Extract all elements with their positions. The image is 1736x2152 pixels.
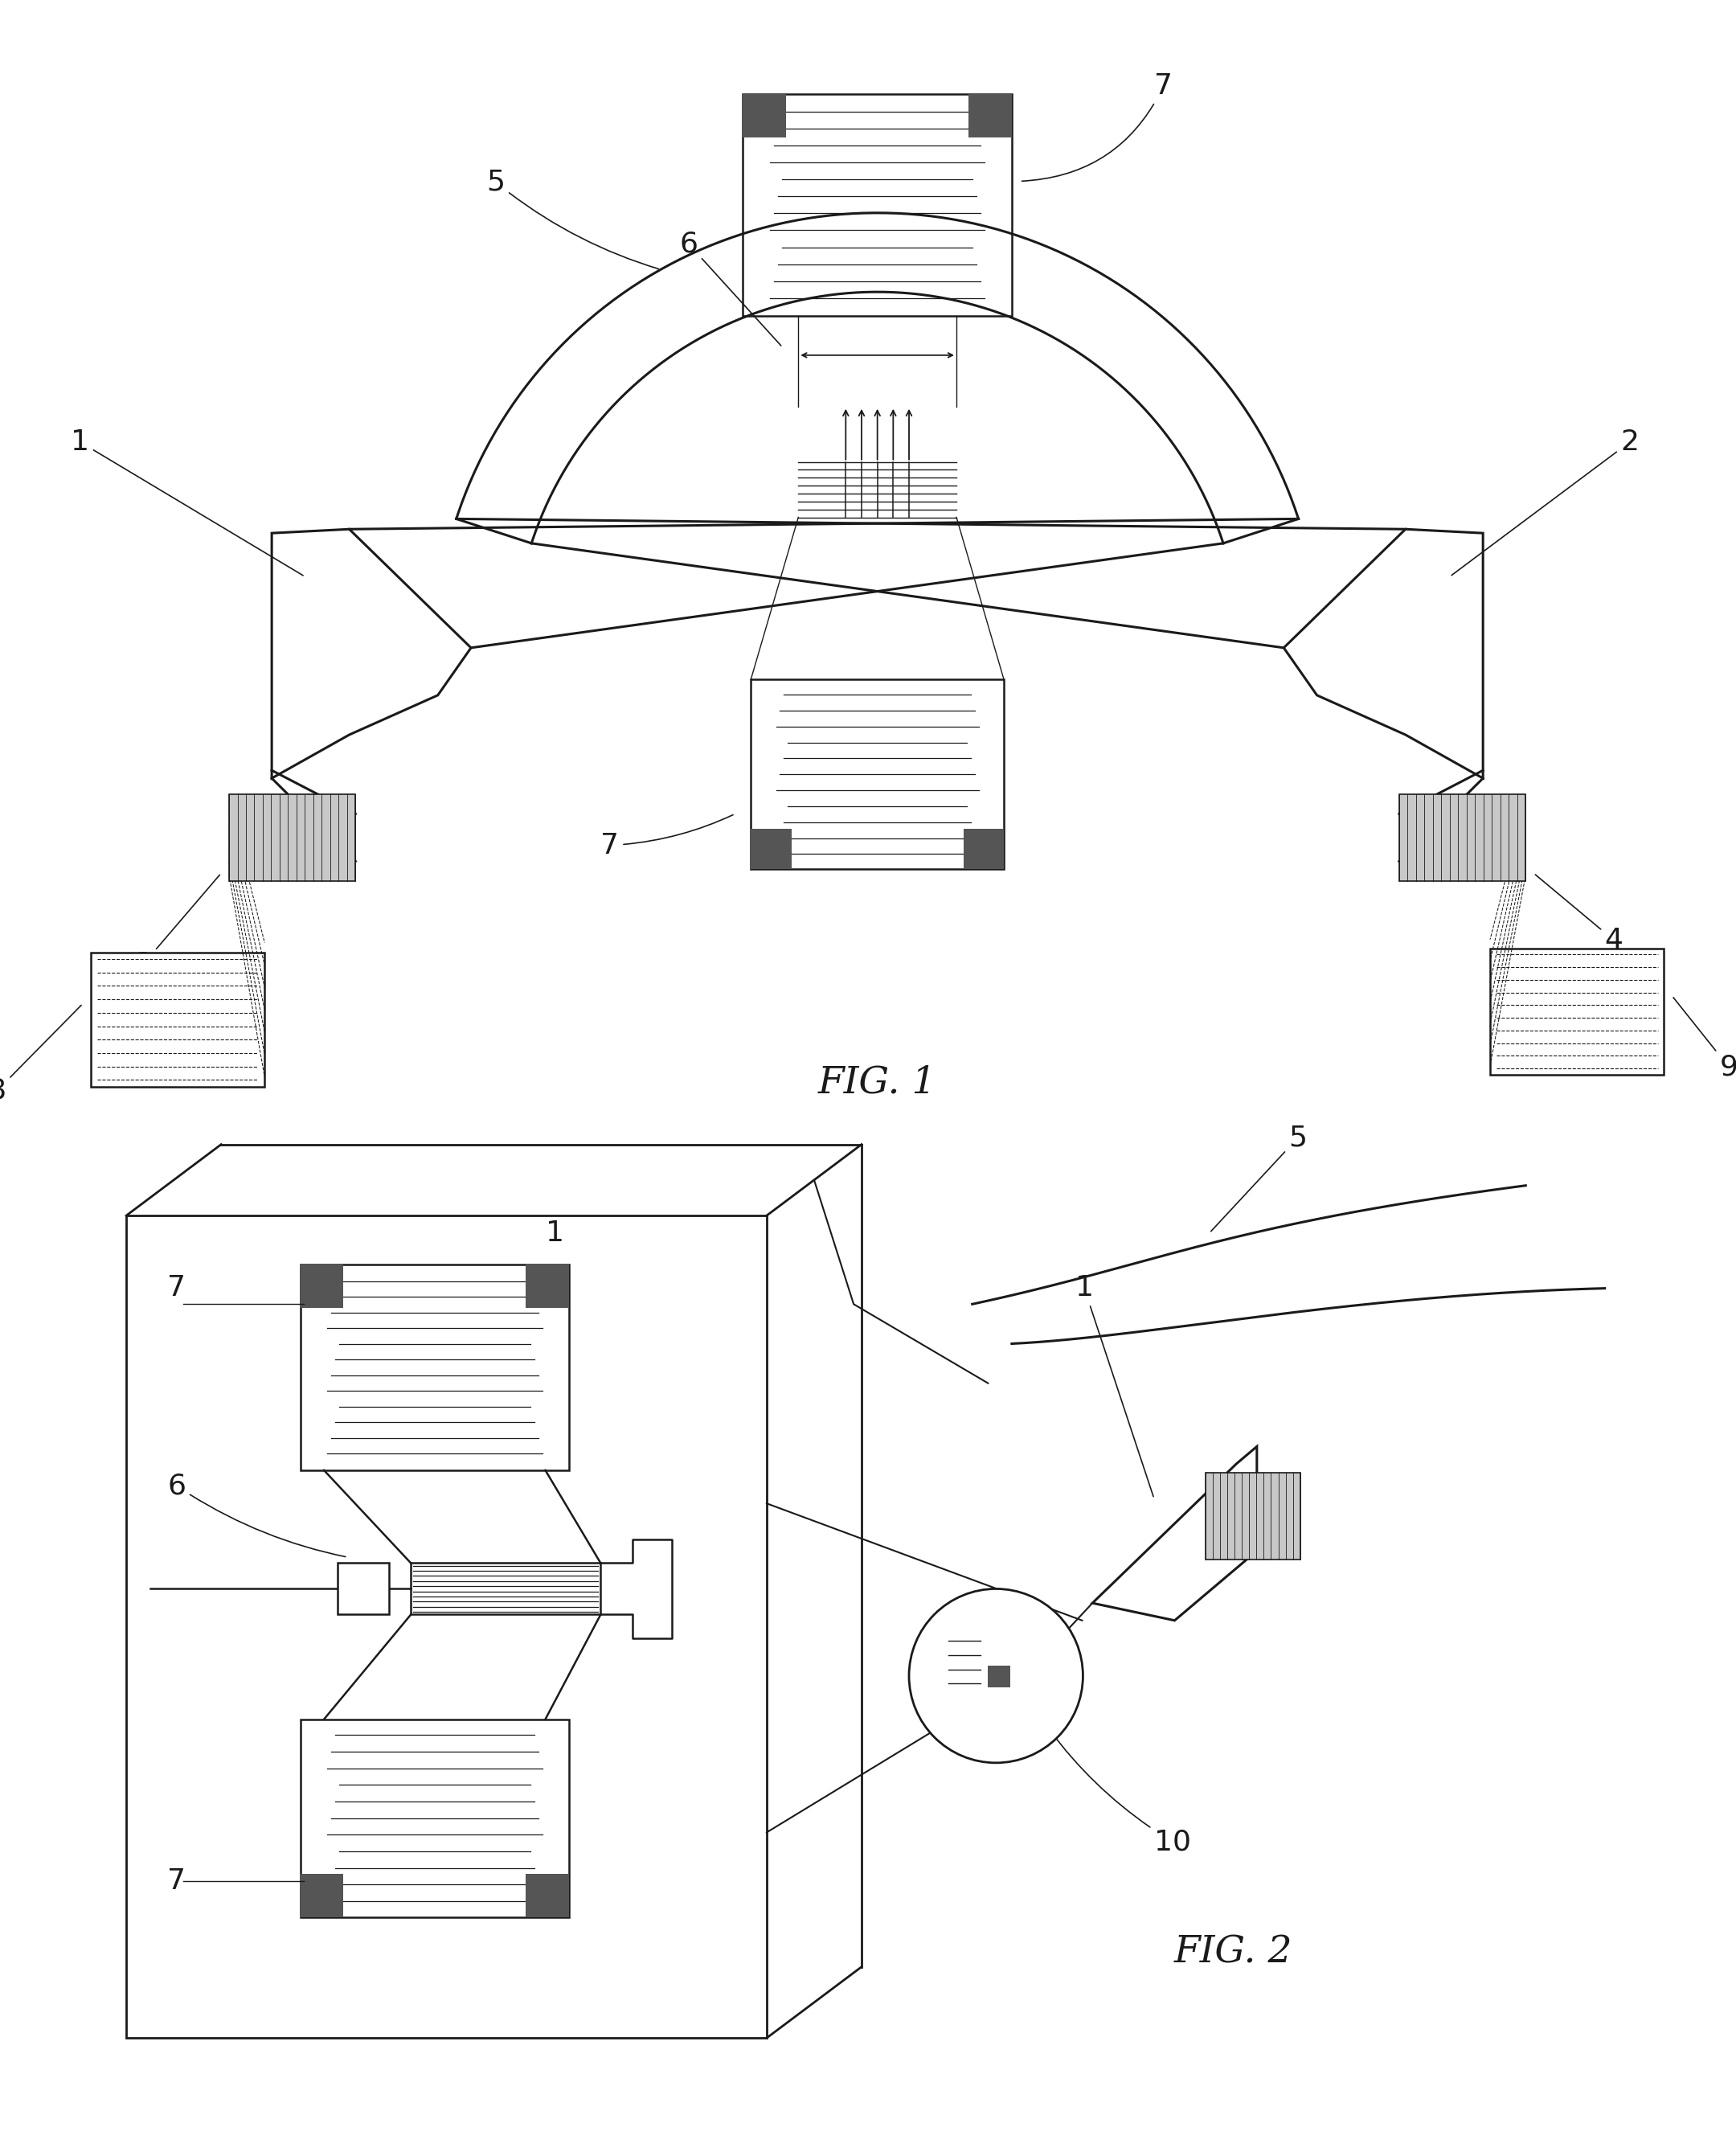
Text: 2: 2 (1451, 428, 1639, 575)
Bar (300, 1265, 569, 1470)
Bar (752, 680, 1003, 869)
Text: 1: 1 (71, 428, 304, 575)
Bar (1489, 949, 1665, 1074)
Bar (339, 1562, 389, 1614)
Bar (90, 951, 264, 1087)
Bar (752, 829, 792, 869)
Polygon shape (1092, 1446, 1257, 1620)
Polygon shape (273, 529, 470, 779)
Text: 7: 7 (601, 816, 733, 859)
Bar (743, 95, 786, 138)
Bar (127, 1216, 767, 2038)
Text: 7: 7 (1023, 73, 1172, 181)
Text: 7: 7 (167, 1274, 186, 1302)
Bar (963, 829, 1003, 869)
Text: 9: 9 (1674, 999, 1736, 1080)
Bar (988, 1666, 1010, 1687)
Text: FIG. 1: FIG. 1 (818, 1065, 937, 1102)
Bar (300, 1265, 344, 1308)
Text: 10: 10 (1050, 1730, 1191, 1855)
Text: 3: 3 (134, 876, 220, 977)
Text: 4: 4 (1535, 874, 1623, 953)
Text: 6: 6 (167, 1472, 345, 1556)
Polygon shape (1283, 529, 1483, 779)
Bar (526, 1265, 569, 1308)
Text: 8: 8 (0, 1005, 82, 1104)
Text: 1: 1 (545, 1220, 564, 1246)
Bar (969, 95, 1012, 138)
Text: 5: 5 (486, 168, 658, 269)
Text: 7: 7 (167, 1868, 186, 1896)
Bar (526, 1874, 569, 1917)
Bar (411, 1562, 601, 1614)
Bar (1399, 794, 1526, 880)
Bar (300, 1874, 344, 1917)
Bar (1205, 1472, 1300, 1560)
Text: 5: 5 (1212, 1123, 1307, 1231)
Bar (229, 794, 356, 880)
Circle shape (910, 1588, 1083, 1762)
Bar (300, 1719, 569, 1917)
Text: 1: 1 (1075, 1274, 1153, 1496)
Text: 6: 6 (681, 230, 781, 346)
Bar (743, 95, 1012, 316)
Text: FIG. 2: FIG. 2 (1174, 1935, 1293, 1971)
